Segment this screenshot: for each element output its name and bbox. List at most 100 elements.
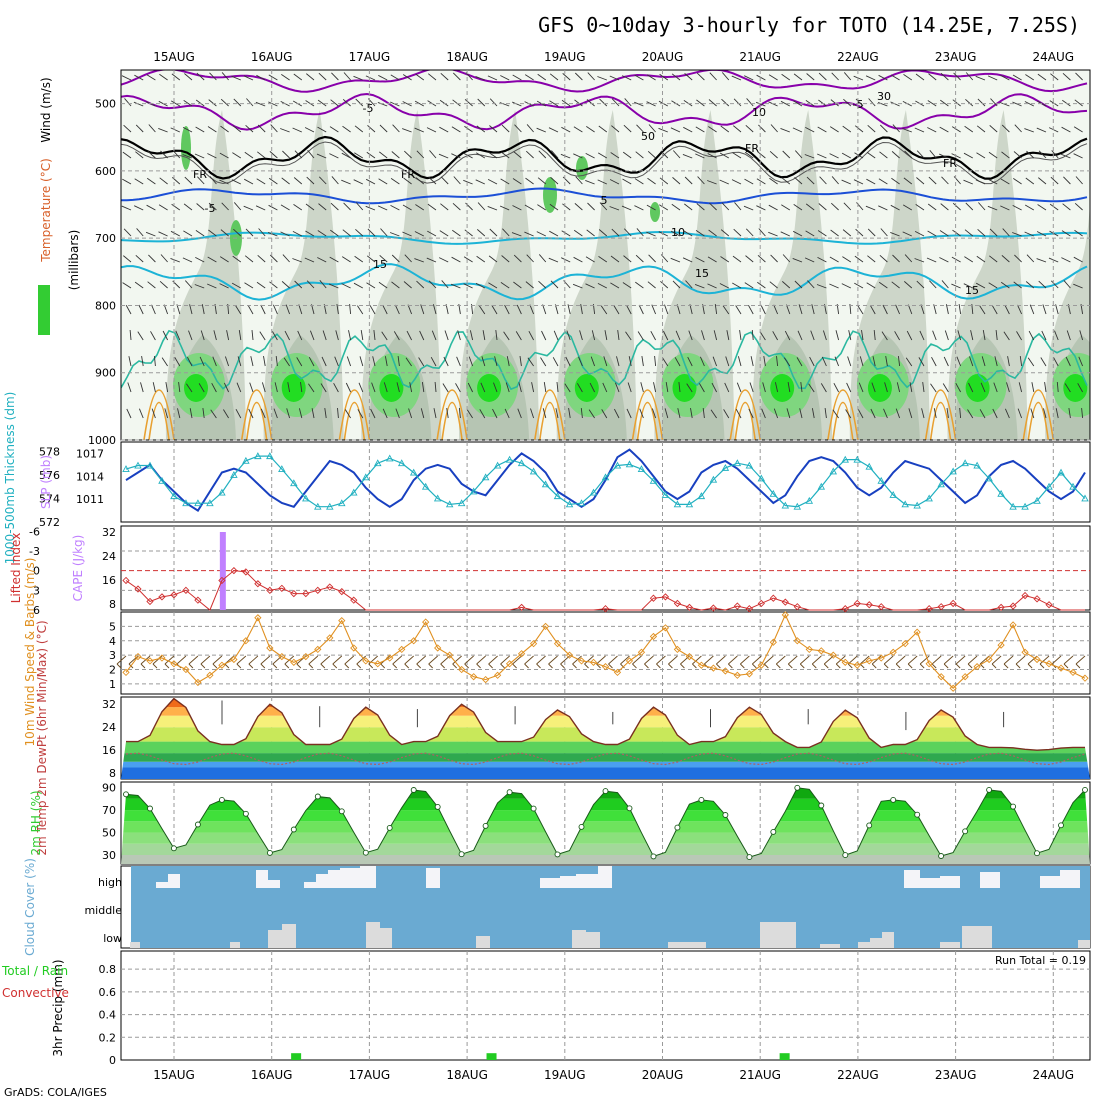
- wind-barb: [872, 356, 876, 367]
- wind-point: [541, 622, 550, 631]
- date-label-top: 15AUG: [153, 50, 195, 64]
- wind-barb: [549, 73, 559, 81]
- pressure-tick: 900: [95, 367, 116, 380]
- date-label-bottom: 20AUG: [642, 1068, 684, 1082]
- wind-barb: [623, 228, 632, 237]
- wind-barb: [403, 150, 412, 159]
- wind-barb: [761, 408, 766, 419]
- wind-barb: [759, 331, 766, 341]
- wind-barb: [308, 383, 315, 393]
- high-cloud-bar: [1040, 876, 1060, 888]
- wind-tick: 2: [109, 664, 116, 677]
- wind-barb: [672, 150, 681, 159]
- wind-barb: [1014, 254, 1022, 263]
- wind-barb: [129, 329, 132, 341]
- wind-barb: [541, 330, 547, 341]
- wind-barb: [172, 150, 181, 159]
- wind-barb: [928, 176, 937, 185]
- wind-barb: [859, 356, 864, 367]
- precip-bar: [486, 1053, 497, 1060]
- thickness-point: [529, 467, 538, 475]
- wind-barb: [221, 202, 229, 211]
- wind-barb: [184, 176, 193, 185]
- temp-line: [126, 697, 1085, 751]
- wind-barb: [427, 230, 437, 237]
- wind-barb: [189, 408, 193, 419]
- pressure-tick: 800: [95, 299, 116, 312]
- wind-barb: [367, 125, 376, 133]
- wind-barb: [745, 255, 754, 263]
- low-cloud-bar: [282, 924, 296, 948]
- precip-tick: 0: [109, 1054, 116, 1067]
- wind-barb: [396, 382, 400, 393]
- wind-barb: [746, 98, 754, 107]
- wind-barb: [855, 228, 864, 237]
- surface-wind-barb: [883, 655, 894, 665]
- wind-barb: [744, 151, 754, 159]
- date-label-top: 23AUG: [935, 50, 977, 64]
- wind-barb: [378, 281, 388, 289]
- wind-barb: [247, 305, 254, 315]
- wind-barb: [783, 357, 791, 367]
- wind-barb: [159, 73, 168, 81]
- wind-barb: [519, 356, 522, 367]
- wind-barb: [164, 408, 169, 419]
- wind-barb: [866, 282, 876, 289]
- wind-point: [374, 660, 382, 668]
- surface-wind-barb: [128, 655, 139, 665]
- thickness-point: [781, 501, 790, 509]
- wind-barb: [248, 408, 254, 419]
- wind-barb: [284, 330, 290, 341]
- contour-label: FR: [745, 142, 759, 155]
- low-cloud-bar: [476, 936, 490, 948]
- wind-barb: [579, 330, 583, 341]
- wind-barb: [257, 151, 266, 159]
- wind-barb: [200, 330, 205, 341]
- wind-barb: [562, 176, 571, 185]
- wind-barb: [464, 229, 473, 237]
- wind-barb: [892, 254, 900, 263]
- thickness-point: [757, 474, 766, 482]
- contour-label: FR: [943, 157, 957, 170]
- wind-barb: [798, 304, 803, 315]
- wind-barb: [720, 229, 730, 237]
- thickness-point: [158, 476, 166, 484]
- wind-barb: [171, 73, 181, 81]
- wind-barb: [659, 73, 669, 81]
- wind-barb: [1042, 304, 1047, 315]
- temp-20-contour: [1022, 389, 1055, 440]
- wind-barb: [482, 330, 486, 341]
- wind-barb: [711, 382, 717, 393]
- wind-barb: [566, 330, 571, 341]
- wind-barb: [231, 282, 242, 289]
- wind-barb: [491, 305, 498, 315]
- lifted-point: [673, 599, 682, 608]
- wind-barb: [244, 151, 254, 159]
- wind-barb: [696, 203, 705, 211]
- surface-wind-barb: [560, 655, 570, 665]
- wind-barb: [745, 124, 754, 133]
- low-cloud-bar: [380, 928, 392, 948]
- surface-wind-barb: [728, 663, 733, 669]
- isotherm-15: [121, 263, 1088, 301]
- wind-barb: [782, 281, 791, 289]
- wind-barb: [319, 280, 327, 289]
- thickness-point: [1057, 468, 1065, 476]
- wind-barb: [377, 101, 388, 107]
- wind-barb: [382, 408, 388, 419]
- wind-barb: [682, 153, 693, 159]
- wind-point: [410, 637, 418, 645]
- wind-barb: [438, 153, 449, 159]
- wind-barb: [383, 382, 388, 393]
- wind-barb: [993, 382, 998, 393]
- wind-barb: [914, 127, 925, 133]
- lifted-point: [757, 599, 765, 608]
- wind-barb: [979, 409, 986, 419]
- wind-point: [805, 645, 813, 654]
- lifted-tick: -6: [29, 525, 40, 538]
- wind-barb: [212, 356, 217, 367]
- wind-barb: [956, 356, 962, 367]
- wind-barb: [379, 124, 388, 133]
- wind-barb: [867, 124, 876, 133]
